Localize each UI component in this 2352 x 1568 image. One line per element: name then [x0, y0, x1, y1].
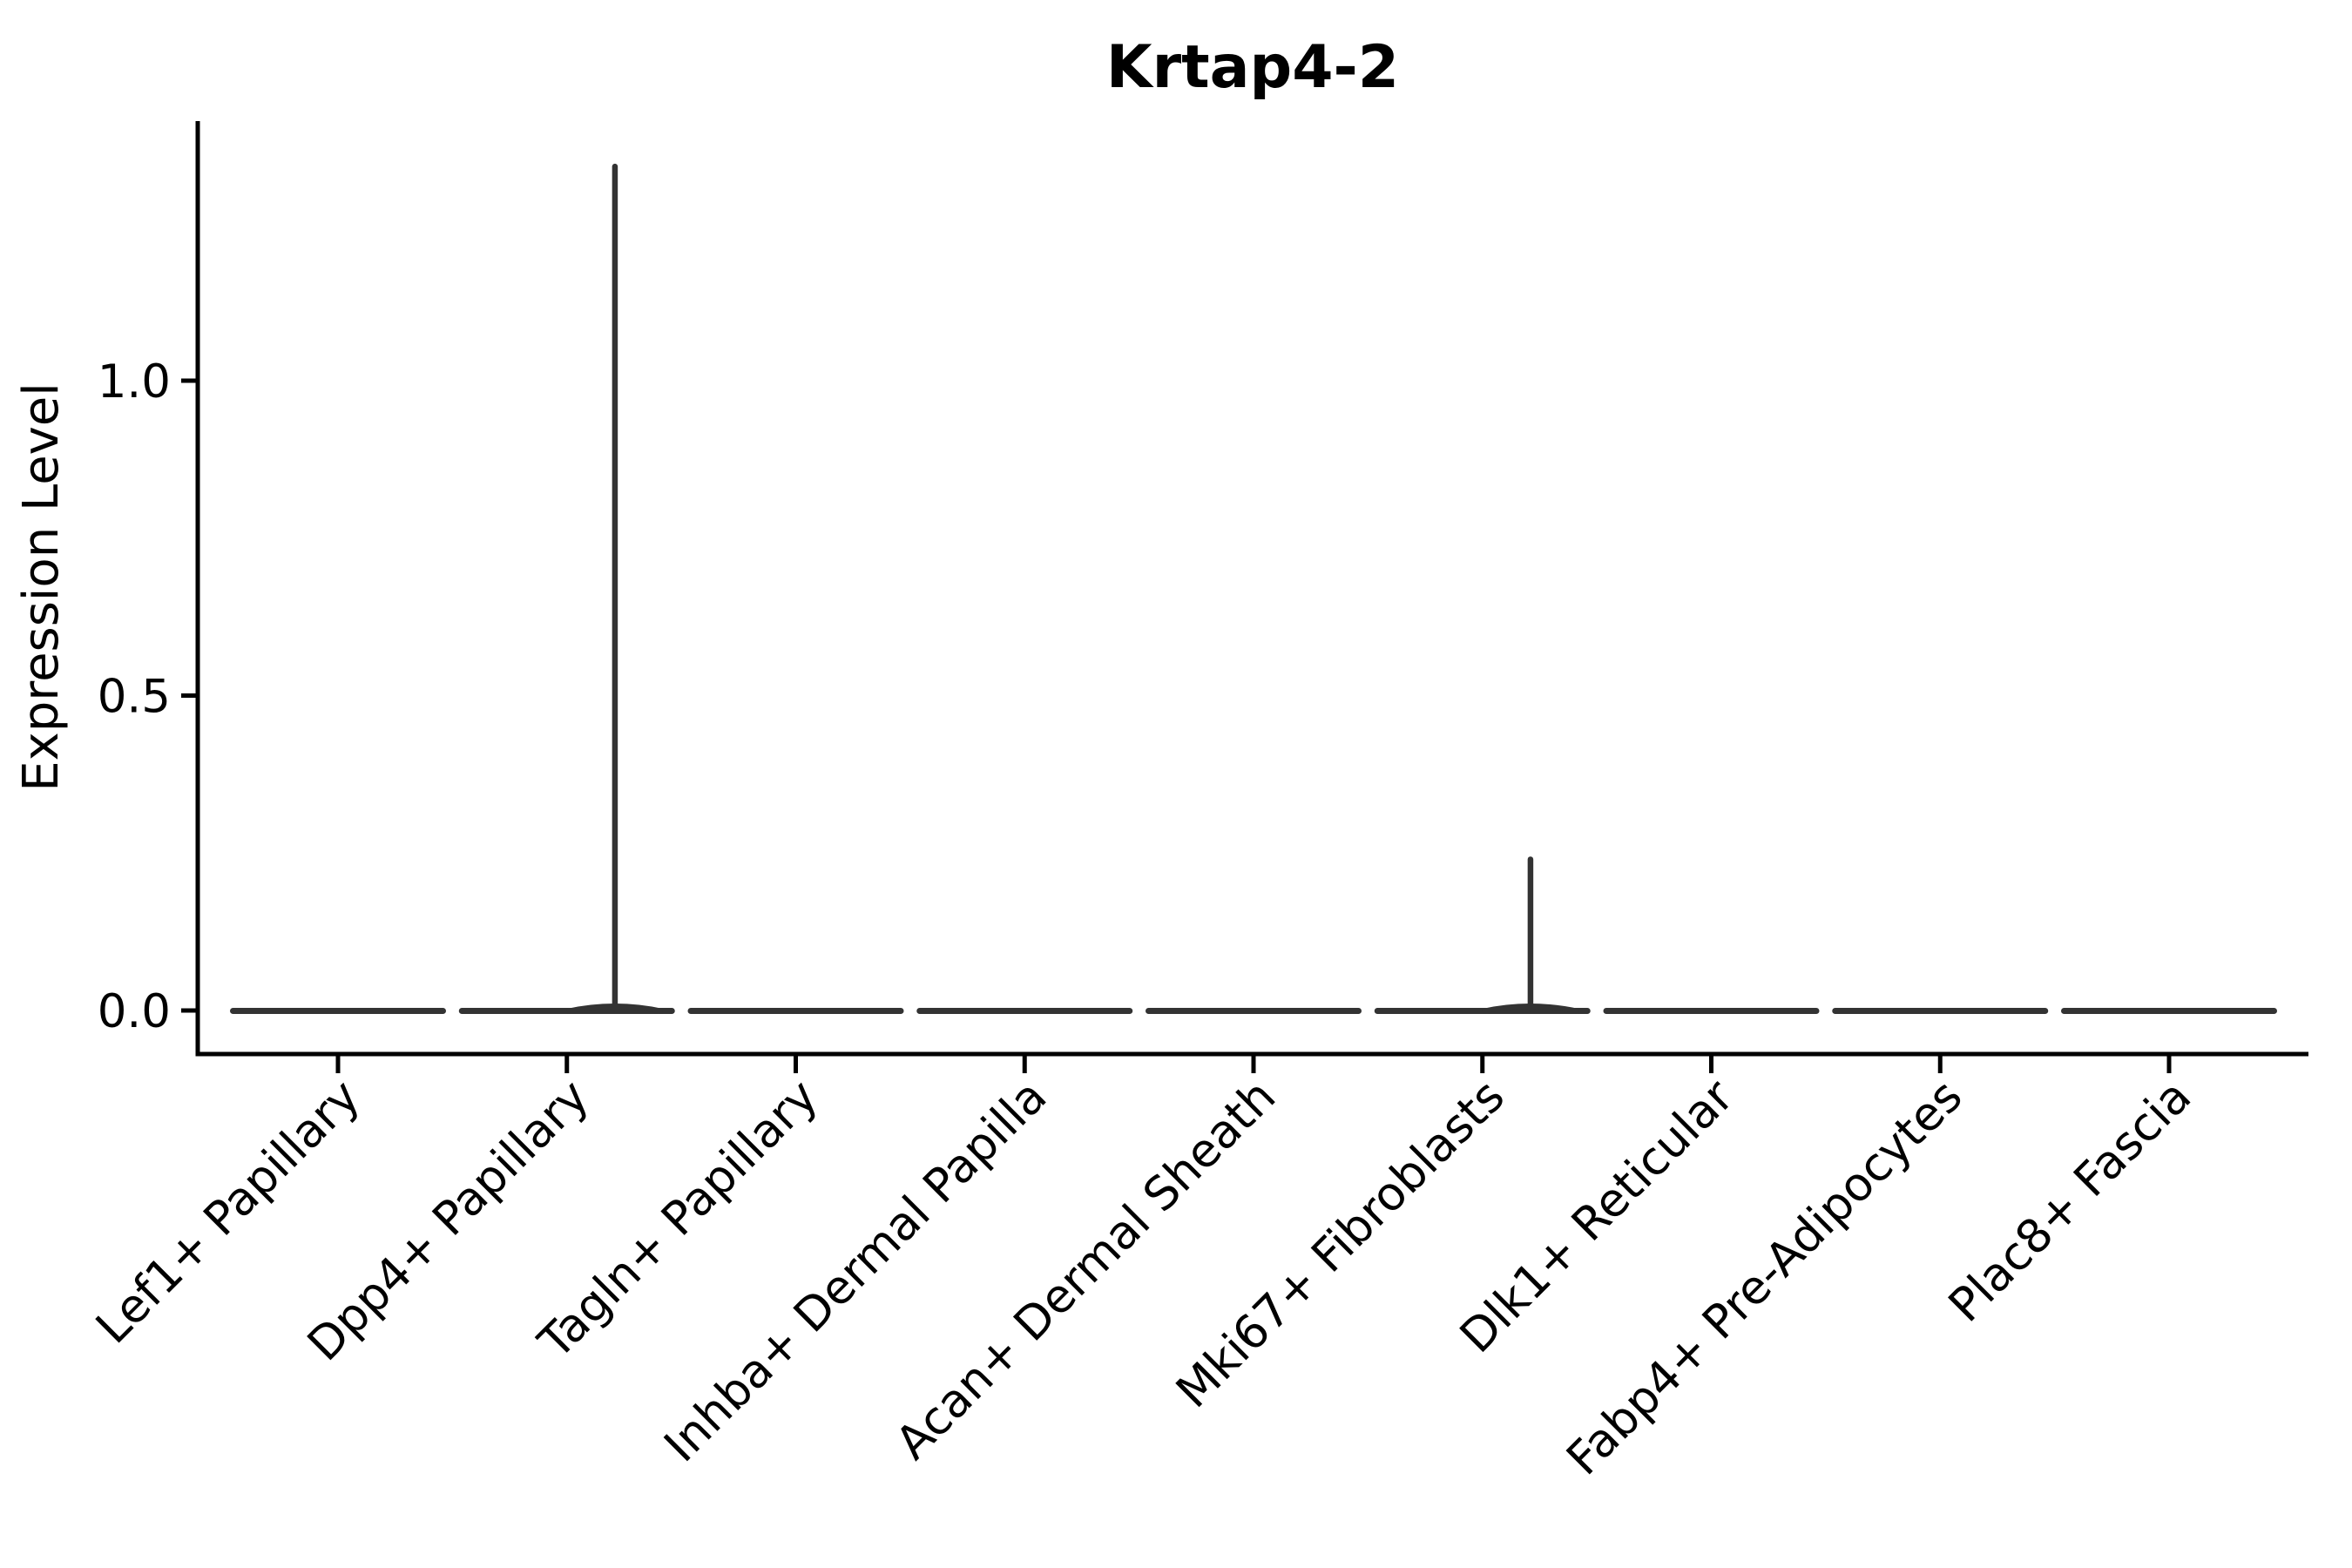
x-tick-label: Plac8+ Fascia — [1939, 1070, 2201, 1332]
y-tick-label: 0.5 — [98, 671, 171, 724]
x-tick-label: Acan+ Dermal Sheath — [886, 1070, 1286, 1470]
y-axis-ticks: 0.0 0.5 1.0 — [98, 355, 198, 1038]
x-tick-label: Inhba+ Dermal Papilla — [654, 1070, 1057, 1472]
violins-group — [230, 163, 2277, 1014]
y-axis-label: Expression Level — [13, 382, 70, 792]
y-tick-label: 0.0 — [98, 985, 171, 1038]
x-tick-label: Fabp4+ Pre-Adipocytes — [1557, 1070, 1972, 1485]
violin — [1374, 856, 1591, 1014]
y-tick-label: 1.0 — [98, 355, 171, 409]
violin — [458, 163, 675, 1014]
chart-title: Krtap4-2 — [1106, 33, 1399, 102]
